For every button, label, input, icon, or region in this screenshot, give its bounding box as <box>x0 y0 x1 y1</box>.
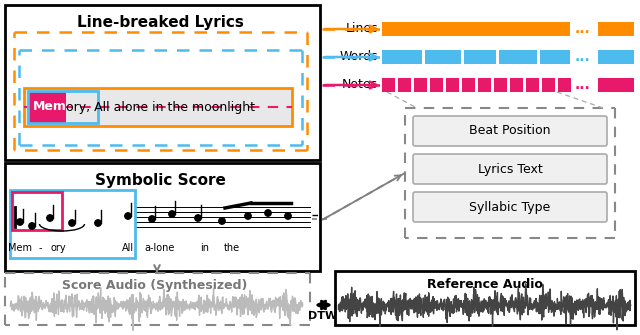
Bar <box>540 50 570 64</box>
Bar <box>382 22 570 36</box>
Circle shape <box>125 213 131 219</box>
Bar <box>24 88 292 126</box>
Text: ...: ... <box>574 22 590 36</box>
Text: a-lone: a-lone <box>145 243 175 253</box>
Text: Lines: Lines <box>346 22 378 36</box>
Text: Notes: Notes <box>342 78 378 91</box>
Bar <box>422 50 425 64</box>
Text: All: All <box>122 243 134 253</box>
Bar <box>382 50 422 64</box>
Bar <box>414 78 427 92</box>
Circle shape <box>195 215 201 221</box>
Circle shape <box>245 213 251 219</box>
FancyBboxPatch shape <box>413 154 607 184</box>
Circle shape <box>17 219 23 225</box>
Circle shape <box>95 220 101 226</box>
Bar <box>510 78 523 92</box>
Text: Line-breaked Lyrics: Line-breaked Lyrics <box>77 14 243 29</box>
Text: ...: ... <box>574 78 590 92</box>
Circle shape <box>69 220 76 226</box>
Bar <box>598 78 634 92</box>
FancyBboxPatch shape <box>413 192 607 222</box>
Bar <box>430 78 443 92</box>
Bar <box>5 5 320 160</box>
Bar <box>24 88 292 126</box>
Bar <box>28 91 66 123</box>
Text: ...: ... <box>574 50 590 64</box>
Circle shape <box>285 213 291 219</box>
Text: Mem: Mem <box>8 243 32 253</box>
Text: Lyrics Text: Lyrics Text <box>477 162 542 176</box>
Text: -: - <box>38 243 42 253</box>
Text: Words: Words <box>339 51 378 64</box>
Circle shape <box>219 218 225 224</box>
Text: Score Audio (Synthesized): Score Audio (Synthesized) <box>62 278 248 291</box>
Bar <box>494 78 507 92</box>
Bar <box>398 78 411 92</box>
Bar <box>496 50 499 64</box>
Circle shape <box>169 211 175 217</box>
Bar <box>12 192 62 230</box>
Circle shape <box>29 223 35 229</box>
Text: Beat Position: Beat Position <box>469 125 551 137</box>
Bar <box>537 50 540 64</box>
Bar <box>461 50 464 64</box>
FancyBboxPatch shape <box>413 116 607 146</box>
Bar <box>499 50 537 64</box>
Text: the: the <box>224 243 240 253</box>
Bar <box>598 50 634 64</box>
Circle shape <box>265 210 271 216</box>
Text: DTW: DTW <box>308 311 338 321</box>
Bar <box>10 190 135 258</box>
Bar <box>28 91 98 123</box>
Text: ory: ory <box>50 243 66 253</box>
Bar <box>542 78 555 92</box>
Text: Reference Audio: Reference Audio <box>427 277 543 290</box>
Text: Symbolic Score: Symbolic Score <box>95 173 225 188</box>
Circle shape <box>149 216 155 222</box>
Bar <box>425 50 461 64</box>
Text: in: in <box>200 243 209 253</box>
Text: Mem: Mem <box>33 100 67 114</box>
Text: ory, All alone in the moonlight: ory, All alone in the moonlight <box>66 100 255 114</box>
Bar <box>558 78 571 92</box>
Bar <box>598 22 634 36</box>
Text: Syllabic Type: Syllabic Type <box>469 201 550 213</box>
Bar <box>464 50 496 64</box>
Bar <box>446 78 459 92</box>
Bar <box>462 78 475 92</box>
Bar <box>382 78 395 92</box>
Bar <box>335 271 635 325</box>
Bar <box>478 78 491 92</box>
Bar <box>5 163 320 271</box>
Bar <box>526 78 539 92</box>
Circle shape <box>47 215 53 221</box>
